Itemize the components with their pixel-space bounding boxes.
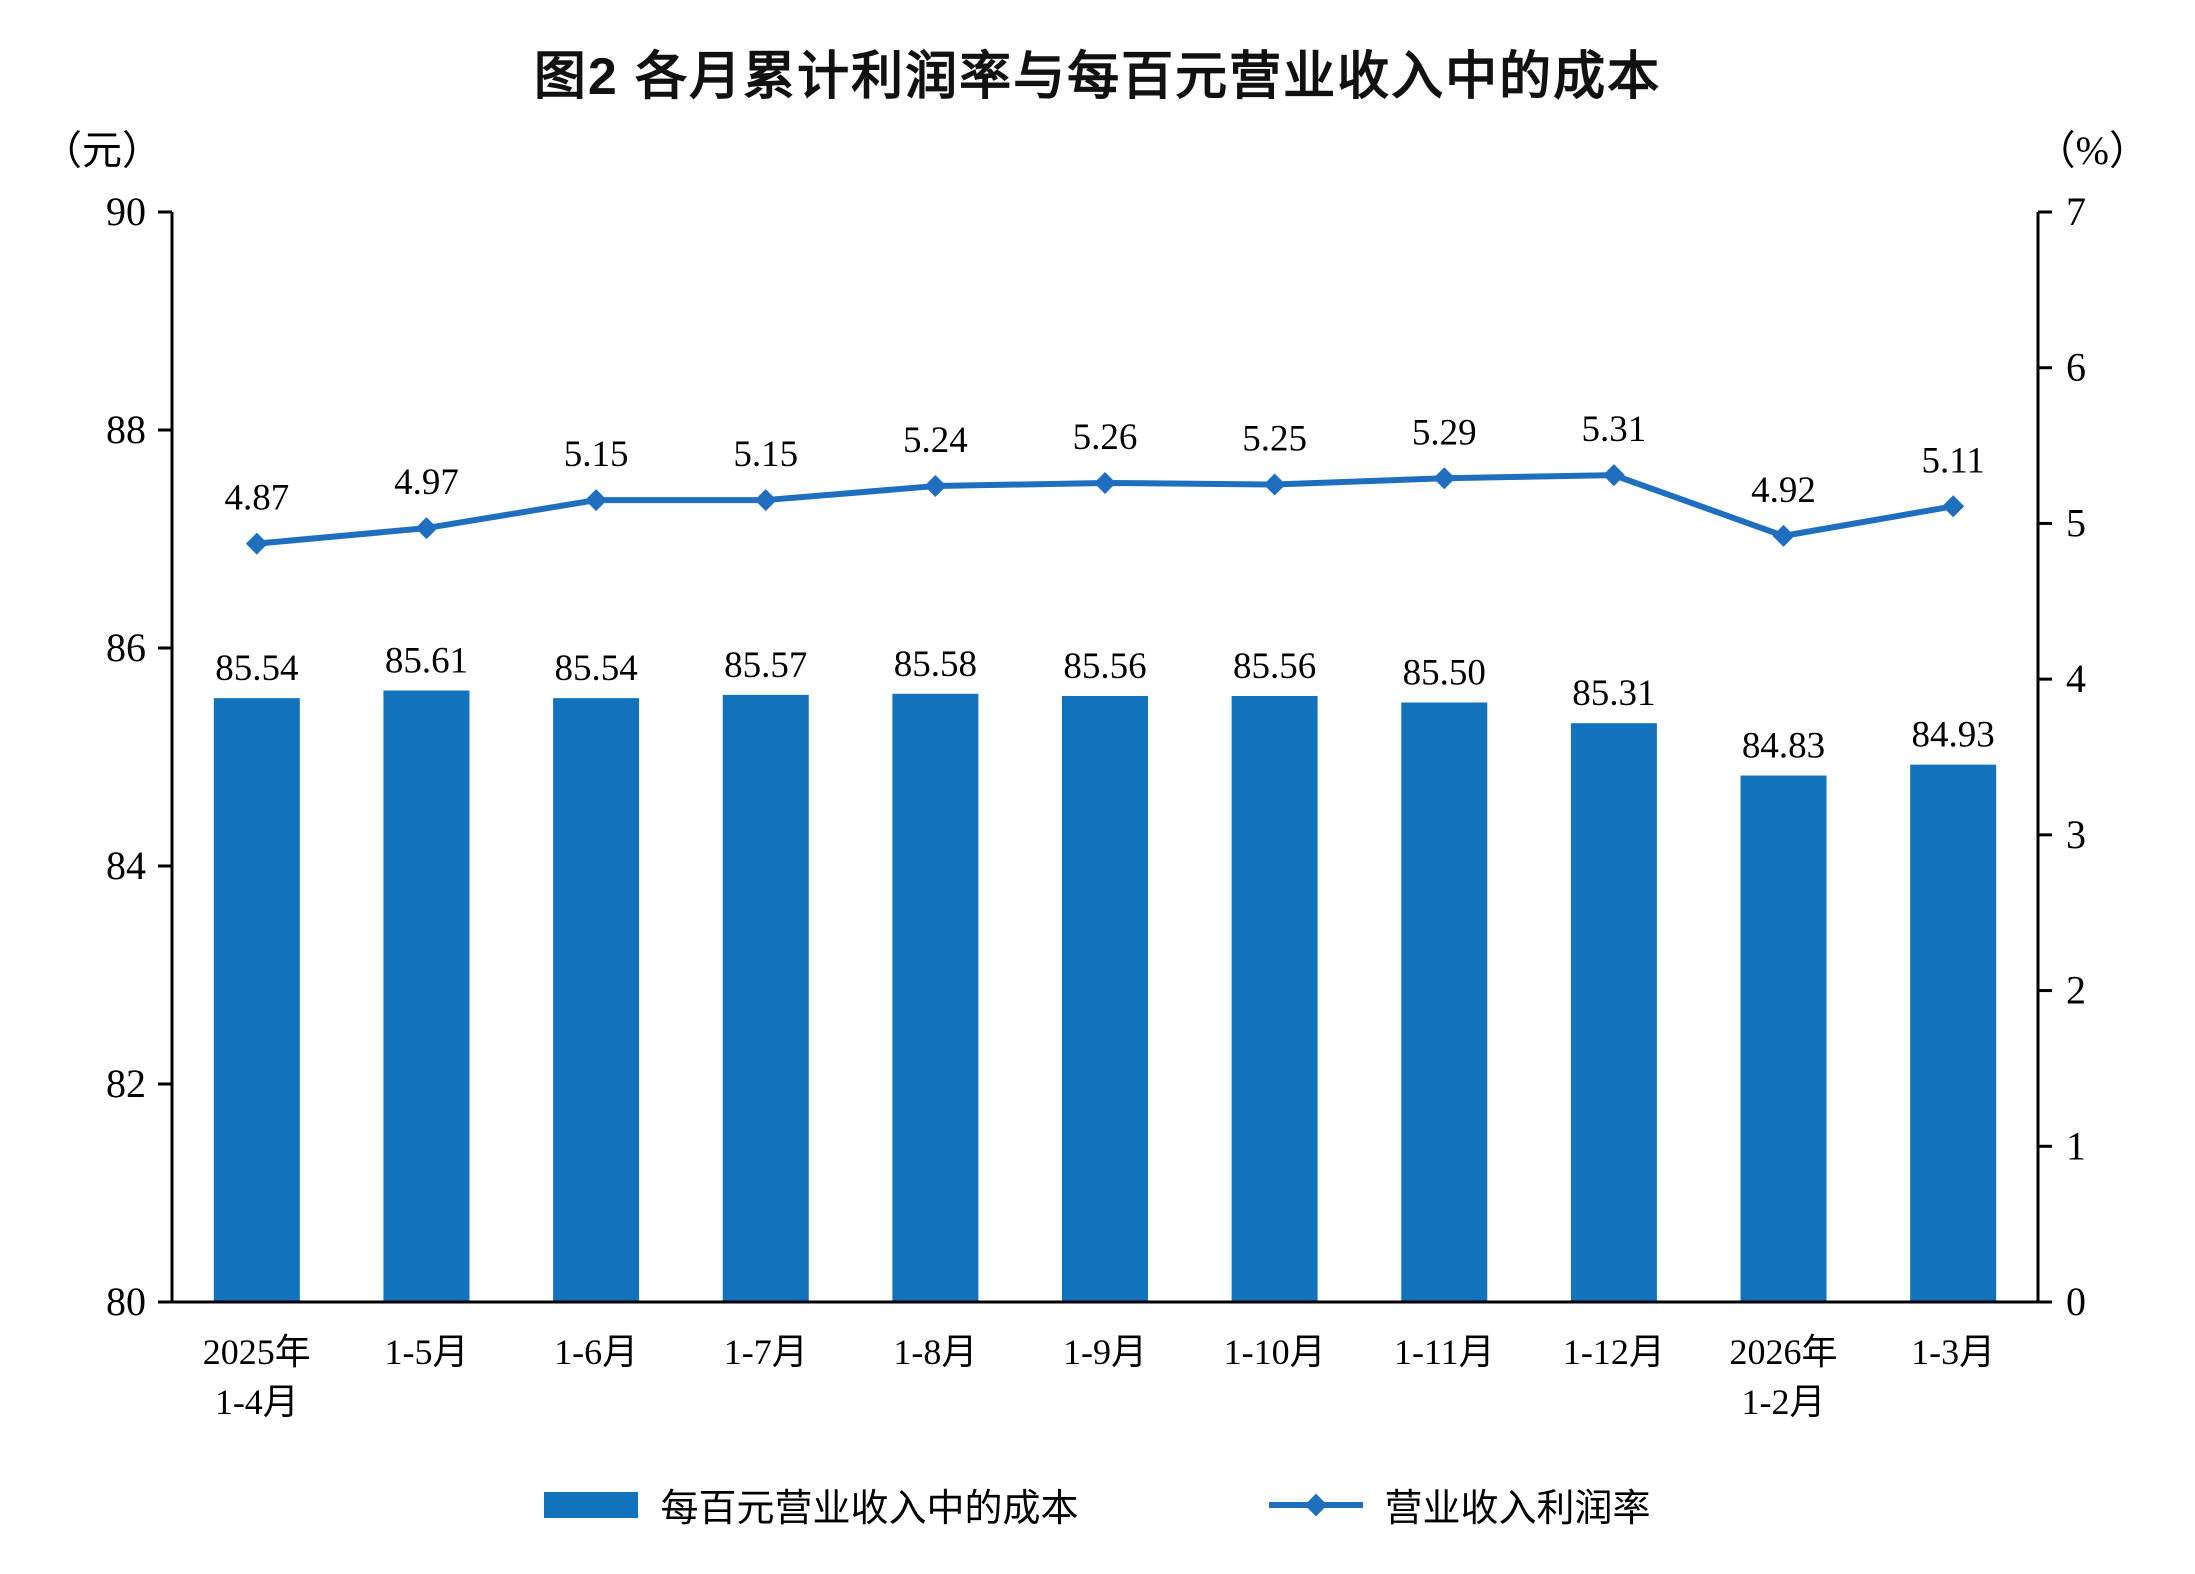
line-value-label: 5.26 — [1073, 417, 1138, 458]
x-category-label: 2026年 — [1730, 1332, 1838, 1372]
x-category-label: 1-6月 — [554, 1332, 638, 1372]
legend-item-line: 营业收入利润率 — [1268, 1477, 1651, 1532]
line-marker-diamond-icon — [1094, 471, 1116, 494]
line-value-label: 5.15 — [733, 434, 798, 475]
x-category-label: 1-2月 — [1742, 1382, 1826, 1422]
chart-legend: 每百元营业收入中的成本 营业收入利润率 — [0, 1477, 2195, 1532]
line-value-label: 4.92 — [1751, 470, 1816, 511]
bar-series-swatch — [544, 1491, 639, 1518]
bar-value-label: 84.83 — [1742, 726, 1825, 767]
line-marker-diamond-icon — [1433, 467, 1456, 490]
x-category-label: 1-11月 — [1394, 1332, 1495, 1372]
left-axis-tick-label: 82 — [106, 1061, 146, 1106]
x-category-label: 1-7月 — [724, 1332, 808, 1372]
x-category-label: 1-8月 — [893, 1332, 977, 1372]
left-axis-tick-label: 90 — [106, 189, 146, 234]
bar-value-label: 85.56 — [1233, 646, 1316, 687]
left-axis-tick-label: 86 — [106, 625, 146, 670]
left-axis-tick-label: 84 — [106, 843, 146, 888]
chart-title: 图2 各月累计利润率与每百元营业收入中的成本 — [533, 48, 1662, 106]
bar — [1570, 723, 1657, 1302]
right-axis-tick-label: 6 — [2066, 345, 2086, 390]
line-marker-diamond-icon — [1942, 495, 1965, 518]
line-marker-diamond-icon — [1772, 524, 1795, 547]
left-axis-tick-label: 80 — [106, 1279, 146, 1324]
left-axis-tick-label: 88 — [106, 407, 146, 452]
line-marker-diamond-icon — [754, 489, 777, 512]
x-category-label: 1-12月 — [1563, 1332, 1665, 1372]
line-series-label: 营业收入利润率 — [1384, 1488, 1651, 1530]
x-category-label: 2025年 — [203, 1332, 311, 1372]
bar — [553, 698, 640, 1302]
left-axis-unit: （元） — [42, 128, 162, 173]
line-value-label: 5.15 — [564, 434, 629, 475]
legend-item-bars: 每百元营业收入中的成本 — [544, 1477, 1079, 1532]
bar — [722, 694, 809, 1302]
bar — [1231, 695, 1318, 1302]
bar-value-label: 85.54 — [215, 648, 298, 689]
bar-value-label: 84.93 — [1912, 715, 1995, 756]
x-category-label: 1-5月 — [384, 1332, 468, 1372]
line-value-label: 4.87 — [224, 478, 289, 519]
line-marker-diamond-icon — [585, 489, 608, 512]
bar — [213, 698, 300, 1302]
line-marker-diamond-icon — [245, 532, 268, 555]
line-value-label: 5.31 — [1582, 409, 1647, 450]
right-axis-tick-label: 2 — [2066, 968, 2086, 1013]
x-category-label: 1-3月 — [1911, 1332, 1995, 1372]
bar-value-label: 85.57 — [724, 645, 807, 686]
bar — [383, 690, 470, 1302]
right-axis-tick-label: 5 — [2066, 500, 2086, 545]
line-marker-diamond-icon — [1602, 464, 1625, 487]
bar — [1401, 702, 1488, 1302]
bar-series-label: 每百元营业收入中的成本 — [660, 1488, 1079, 1530]
bar-value-label: 85.31 — [1572, 673, 1655, 714]
line-marker-diamond-icon — [415, 517, 438, 540]
line-value-label: 5.25 — [1242, 419, 1307, 460]
x-category-label: 1-10月 — [1224, 1332, 1326, 1372]
bar — [1062, 695, 1148, 1302]
bar — [892, 693, 979, 1302]
line-swatch-diamond-icon — [1304, 1493, 1327, 1516]
bar-value-label: 85.56 — [1063, 646, 1146, 687]
line-value-label: 5.29 — [1412, 412, 1477, 453]
right-axis-tick-label: 4 — [2066, 656, 2086, 701]
right-axis-tick-label: 1 — [2066, 1123, 2086, 1168]
line-series-swatch — [1268, 1492, 1363, 1518]
bar — [1740, 775, 1827, 1302]
bar-value-label: 85.50 — [1403, 653, 1486, 694]
bar — [1910, 764, 1997, 1302]
line-value-label: 5.24 — [903, 420, 968, 461]
x-category-label: 1-4月 — [215, 1382, 299, 1422]
right-axis-tick-label: 0 — [2066, 1279, 2086, 1324]
right-axis-tick-label: 3 — [2066, 812, 2086, 857]
line-marker-diamond-icon — [924, 475, 947, 498]
bar-value-label: 85.58 — [894, 644, 977, 685]
x-category-label: 1-9月 — [1063, 1332, 1147, 1372]
bar-value-label: 85.61 — [385, 641, 468, 682]
bar-value-label: 85.54 — [554, 648, 637, 689]
line-value-label: 5.11 — [1921, 440, 1984, 481]
right-axis-unit: （%） — [2035, 128, 2149, 173]
line-marker-diamond-icon — [1263, 473, 1286, 496]
right-axis-tick-label: 7 — [2066, 189, 2086, 234]
line-value-label: 4.97 — [394, 462, 459, 503]
